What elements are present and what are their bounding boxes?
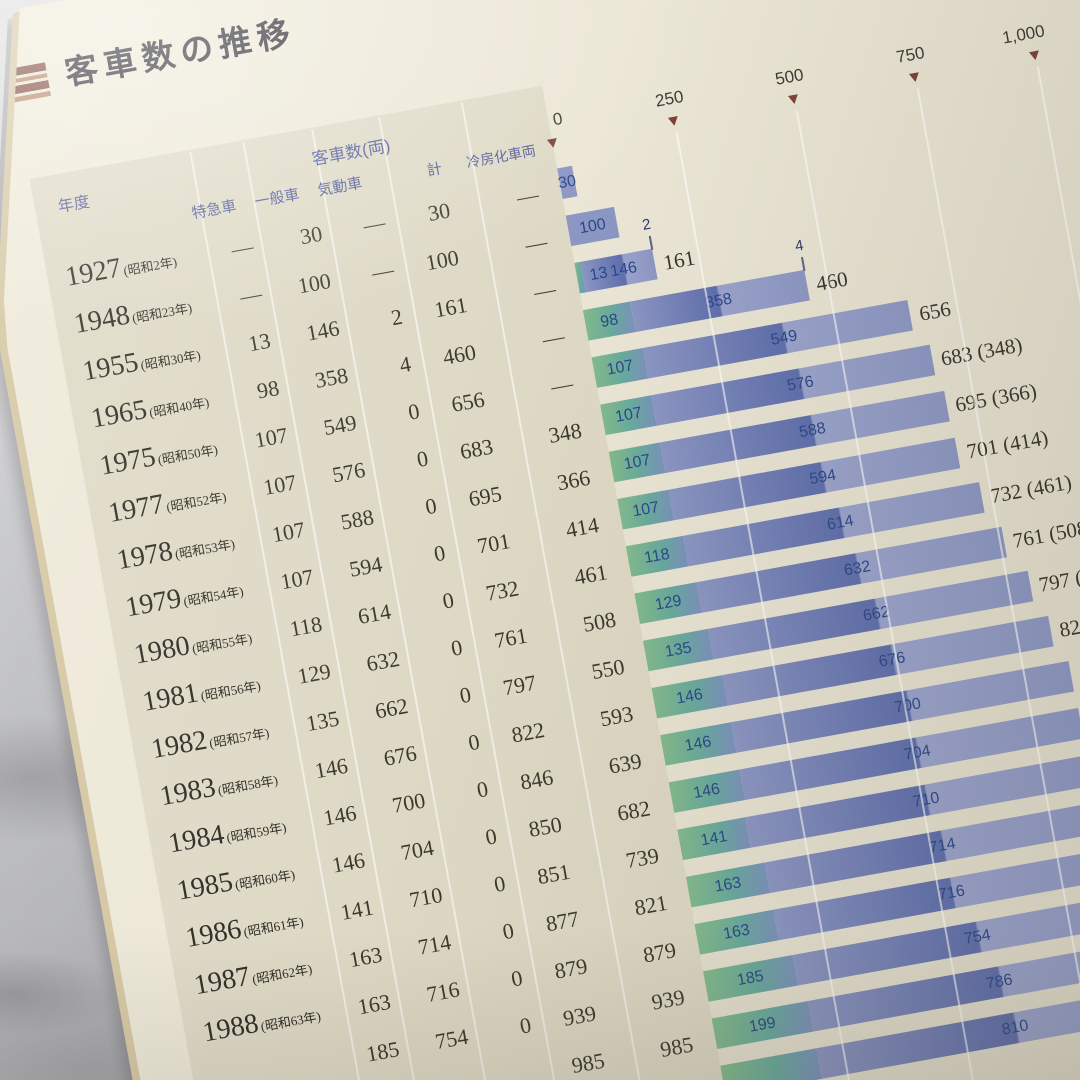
year-number: 1986 (183, 913, 244, 954)
bar-end-label: 732 (461) (988, 469, 1074, 509)
cell-reibo: 461 (572, 559, 610, 590)
cell-kei: 850 (526, 811, 564, 842)
scale-marker-icon (547, 138, 558, 149)
year-number: 1978 (114, 535, 176, 577)
year-number: 1977 (105, 488, 167, 529)
year-label (209, 1065, 217, 1080)
scale-marker-icon (788, 94, 799, 105)
scale-marker-icon (909, 72, 920, 83)
cell-kei: 100 (423, 244, 461, 276)
chart-scale: 0 250 500 750 1,000 (0, 0, 1080, 21)
cell-kei: 161 (432, 291, 470, 323)
cell-kei: 761 (492, 622, 530, 654)
cell-reibo: 879 (641, 937, 678, 968)
page-title: 客車数の推移 (62, 15, 299, 93)
cell-reibo: 414 (563, 512, 601, 543)
bar: 100 (566, 207, 620, 246)
cell-kei: 701 (475, 528, 513, 559)
cell-reibo: 348 (546, 417, 584, 449)
cell-reibo: 639 (606, 748, 644, 779)
cell-reibo: 550 (589, 653, 627, 685)
cell-reibo: 366 (555, 464, 593, 496)
cell-reibo: 593 (598, 700, 636, 732)
year-number: 1980 (131, 630, 193, 671)
title-row: 客車数の推移 (5, 5, 299, 104)
cell-kei: 30 (425, 197, 453, 227)
year-number: 1979 (123, 582, 184, 624)
cell-kei: 846 (518, 764, 556, 795)
cell-reibo: 739 (623, 842, 661, 874)
cell-reibo: — (531, 275, 558, 305)
chart-gridlines (0, 0, 1080, 21)
cell-kei: 985 (569, 1047, 607, 1079)
bar-end-label: 656 (917, 296, 953, 326)
cell-kei: 939 (561, 1000, 598, 1031)
cell-reibo: 985 (658, 1031, 696, 1062)
cell-kei: 460 (440, 339, 478, 370)
year-number: 1927 (63, 252, 124, 293)
year-number (209, 1065, 215, 1080)
bar-end-label: 761 (508) (1010, 514, 1080, 553)
bar-end-label: 161 (661, 245, 697, 275)
year-number: 1965 (88, 393, 150, 435)
cell-kei: 851 (535, 858, 573, 890)
year-number: 1984 (165, 819, 227, 860)
table-rows: 1927(昭和2年) —30—30—30 1948(昭和23年) —100—100—1… (0, 0, 1080, 21)
cell-kei: 797 (500, 669, 538, 701)
year-era (213, 1077, 216, 1080)
cell-kei: 732 (483, 575, 521, 606)
scale-marker-icon (1029, 50, 1040, 61)
cell-kei: 656 (449, 386, 487, 417)
year-number: 1981 (140, 677, 201, 718)
bar-end-label: 695 (366) (953, 378, 1039, 417)
cell-kei: 879 (552, 953, 590, 984)
cell-reibo: — (523, 228, 550, 258)
bar-end-label: 460 (814, 266, 850, 296)
cell-reibo: — (514, 181, 541, 210)
year-number: 1987 (191, 960, 253, 1002)
year-number: 1955 (80, 346, 141, 388)
cell-reibo: — (548, 370, 575, 399)
cell-kei: 822 (509, 717, 547, 748)
cell-reibo: 939 (649, 984, 687, 1015)
cell-kei: 695 (466, 480, 504, 512)
scale-marker-icon (668, 116, 679, 127)
column-headers: 特急車 一般車 気動車計冷房化車両 (0, 0, 1080, 21)
year-number: 1975 (97, 441, 158, 482)
year-number: 1948 (71, 299, 133, 341)
cell-kei: 877 (543, 905, 581, 937)
bar: 30 (557, 166, 577, 199)
year-number: 1983 (157, 771, 219, 813)
cell-reibo: 508 (580, 606, 618, 637)
year-number: 1988 (200, 1007, 261, 1049)
year-number: 1982 (148, 724, 210, 766)
cell-reibo: — (540, 323, 567, 352)
cell-reibo: 821 (632, 889, 670, 921)
bar-end-label: 683 (348) (938, 332, 1025, 371)
cell-kei: 683 (458, 433, 495, 465)
cell-reibo: 682 (615, 795, 653, 826)
bar-end-label: 701 (414) (964, 425, 1050, 464)
column-separators (0, 0, 1080, 21)
year-number: 1985 (174, 866, 236, 907)
